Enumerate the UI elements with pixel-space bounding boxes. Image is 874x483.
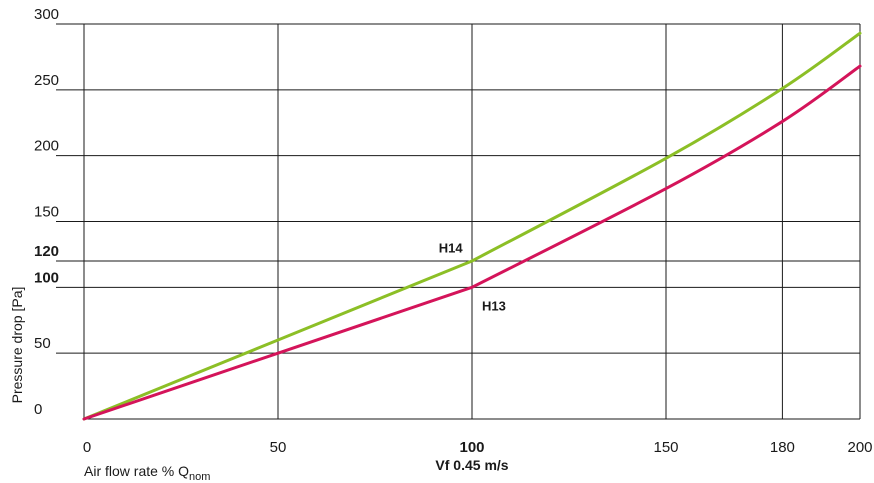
y-tick-label-0: 0 — [34, 401, 42, 418]
y-tick-labels: 0 50 100 120 150 200 250 300 — [34, 6, 59, 418]
x-tick-labels: 0 50 100 150 180 200 — [83, 439, 873, 456]
y-tick-label-300: 300 — [34, 6, 59, 23]
face-velocity-label: Vf 0.45 m/s — [435, 457, 508, 473]
grid — [56, 23, 861, 420]
series-line-h13 — [82, 64, 862, 421]
x-tick-label-150: 150 — [653, 439, 678, 456]
x-axis-title-main: Air flow rate % Q — [84, 463, 189, 479]
x-axis-title-subscript: nom — [189, 471, 210, 483]
series-label-h14: H14 — [439, 240, 464, 255]
x-tick-label-50: 50 — [270, 439, 287, 456]
y-tick-label-50: 50 — [34, 335, 51, 352]
y-axis-title: Pressure drop [Pa] — [9, 287, 25, 404]
y-tick-label-250: 250 — [34, 72, 59, 89]
y-tick-label-120: 120 — [34, 243, 59, 260]
x-tick-label-100: 100 — [459, 439, 484, 456]
y-tick-label-150: 150 — [34, 204, 59, 221]
y-tick-label-200: 200 — [34, 138, 59, 155]
series-labels: H14 H13 — [439, 240, 506, 313]
y-tick-label-100: 100 — [34, 269, 59, 286]
x-tick-label-0: 0 — [83, 439, 91, 456]
series-line-h14 — [82, 31, 862, 421]
x-tick-label-180: 180 — [770, 439, 795, 456]
x-tick-label-200: 200 — [847, 439, 872, 456]
x-axis-title: Air flow rate % Qnom — [84, 463, 210, 483]
series-lines — [82, 31, 862, 421]
series-label-h13: H13 — [482, 299, 506, 314]
